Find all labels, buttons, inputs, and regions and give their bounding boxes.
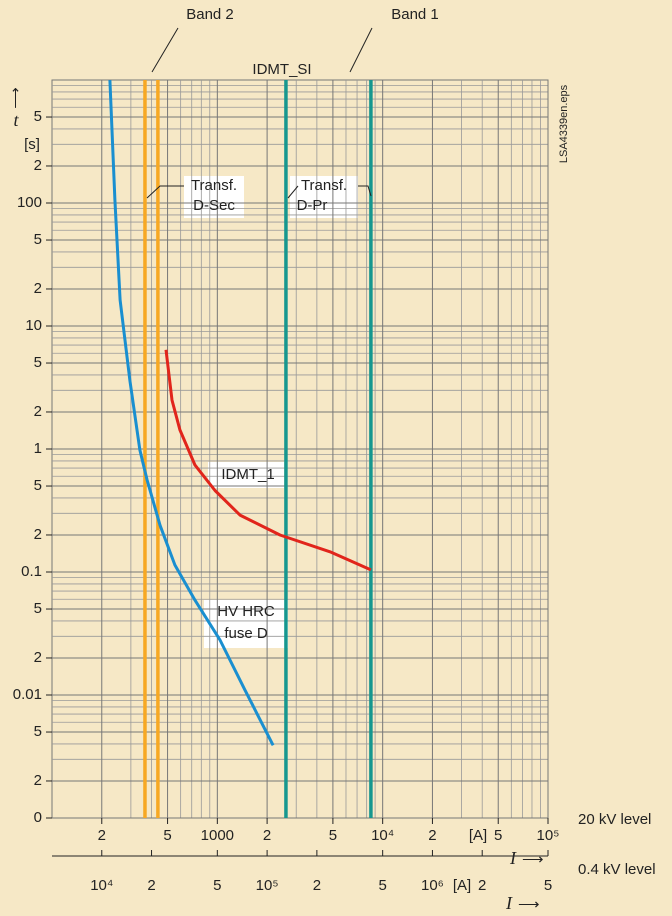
grid [46, 79, 549, 857]
labels: 5 2 100 5 2 10 5 2 1 5 2 0.1 5 2 0.01 5 2 0 2 5 1000 2 5 10⁴ 2 5 1… [7, 6, 656, 913]
x-tick-label: 2 [263, 827, 271, 844]
y-tick-label: 5 [34, 600, 42, 617]
y-tick-label: 5 [34, 477, 42, 494]
label-box [208, 462, 284, 488]
y-tick-label: 10 [25, 317, 42, 334]
x-tick-label: 10⁴ [371, 827, 394, 844]
annotation: IDMT_SI [252, 61, 311, 78]
y-tick-label: 2 [34, 772, 42, 789]
y-tick-label: 0 [34, 809, 42, 826]
y-tick-label: 2 [34, 526, 42, 543]
y-tick-label: 5 [34, 723, 42, 740]
y-tick-label: 5 [34, 354, 42, 371]
leader-line [287, 185, 299, 199]
file-label: LSA4339en.eps [558, 84, 570, 163]
annotation: Band 2 [186, 6, 234, 23]
x2-tick-label: 2 [313, 877, 321, 894]
x2-tick-label: 2 [147, 877, 155, 894]
leader-line [358, 185, 372, 197]
x2-label: I [505, 893, 513, 913]
annotation: Band 1 [391, 6, 439, 23]
y-tick-label: 2 [34, 280, 42, 297]
x2-unit: [A] [453, 877, 471, 894]
x2-arrow: ⟶ [518, 896, 540, 913]
x2-tick-label: 10⁶ [421, 877, 444, 894]
y-tick-label: 2 [34, 649, 42, 666]
curve [164, 349, 372, 572]
y-arrow: ⟶ [7, 87, 24, 109]
x2-tick-label: 5 [213, 877, 221, 894]
annotation: D-Sec [193, 197, 235, 214]
annotation: HV HRC [217, 603, 275, 620]
y-label: t [13, 110, 19, 130]
y-unit: [s] [24, 136, 40, 153]
x2-level: 0.4 kV level [578, 861, 656, 878]
x-tick-label: 1000 [201, 827, 234, 844]
y-tick-label: 2 [34, 157, 42, 174]
annotation: D-Pr [297, 197, 328, 214]
x-tick-label: 5 [329, 827, 337, 844]
leader-line [349, 27, 373, 73]
y-tick-label: 2 [34, 403, 42, 420]
y-tick-label: 1 [34, 440, 42, 457]
x-tick-label: 2 [98, 827, 106, 844]
x2-tick-label: 10⁴ [90, 877, 113, 894]
x2-tick-label: 2 [478, 877, 486, 894]
x2-tick-label: 5 [544, 877, 552, 894]
y-tick-label: 5 [34, 108, 42, 125]
x-label: I [509, 848, 517, 868]
x-unit: [A] [469, 827, 487, 844]
x-tick-label: 2 [428, 827, 436, 844]
y-tick-label: 5 [34, 231, 42, 248]
x-tick-label: 10⁵ [537, 827, 560, 844]
label-box [204, 600, 288, 648]
marks [108, 79, 373, 818]
x-tick-label: 5 [163, 827, 171, 844]
annotation: IDMT_1 [221, 466, 274, 483]
x-tick-label: 5 [494, 827, 502, 844]
annotation: Transf. [191, 177, 237, 194]
y-tick-label: 0.1 [21, 563, 42, 580]
y-tick-label: 100 [17, 194, 42, 211]
leader-line [146, 185, 184, 199]
x-level: 20 kV level [578, 811, 651, 828]
x2-tick-label: 5 [378, 877, 386, 894]
x-arrow: ⟶ [522, 851, 544, 868]
annotation: fuse D [224, 625, 268, 642]
label-box [184, 176, 244, 218]
curve [108, 79, 275, 746]
annotation: Transf. [301, 177, 347, 194]
label-box [290, 176, 358, 218]
x2-tick-label: 10⁵ [256, 877, 279, 894]
leader-line [151, 27, 179, 73]
y-tick-label: 0.01 [13, 686, 42, 703]
